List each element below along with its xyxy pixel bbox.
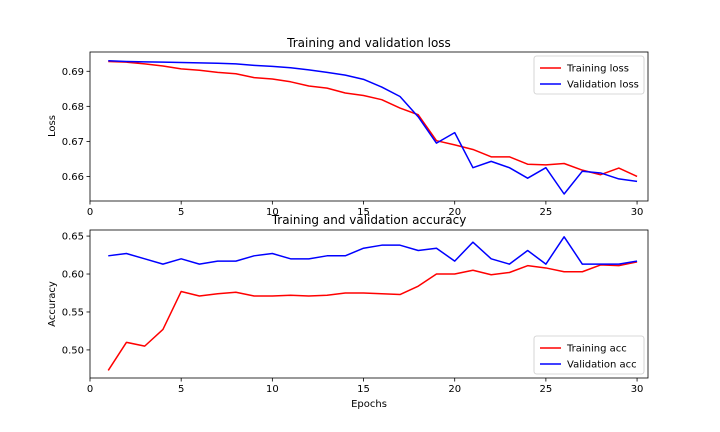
accuracy-chart-title: Training and validation accuracy (271, 213, 467, 227)
loss-panel: Loss 0 5 10 15 20 25 30 0.66 0.67 0.68 0.69 Trainin… (47, 36, 649, 218)
accuracy-x-tick-label: 5 (178, 384, 184, 395)
loss-y-tick-label: 0.68 (62, 102, 84, 113)
loss-y-tick-label: 0.69 (62, 67, 84, 78)
accuracy-x-axis-label: Epochs (351, 399, 387, 410)
loss-y-tick-label: 0.66 (62, 172, 84, 183)
accuracy-series-line-validation (108, 236, 638, 265)
accuracy-x-tick-label: 25 (540, 384, 553, 395)
accuracy-legend-label: Training acc (566, 344, 627, 355)
accuracy-y-tick-label: 0.50 (62, 345, 84, 356)
accuracy-x-tick-label: 15 (357, 384, 370, 395)
loss-x-tick-label: 25 (540, 207, 553, 218)
accuracy-legend-frame (533, 335, 645, 375)
accuracy-legend: Training acc Validation acc (533, 335, 645, 375)
accuracy-x-tick-label: 20 (448, 384, 461, 395)
loss-legend-label: Training loss (566, 64, 629, 75)
loss-legend-label: Validation loss (567, 80, 639, 91)
accuracy-x-tick-label: 30 (631, 384, 644, 395)
loss-chart-title: Training and validation loss (286, 36, 451, 50)
loss-x-tick-label: 5 (178, 207, 184, 218)
loss-series-line-training (108, 60, 638, 178)
loss-x-tick-label: 30 (631, 207, 644, 218)
loss-x-tick-label: 20 (448, 207, 461, 218)
loss-legend-frame (533, 55, 645, 95)
accuracy-y-axis-label: Accuracy (47, 281, 58, 327)
loss-y-tick-label: 0.67 (62, 137, 84, 148)
accuracy-y-tick-label: 0.55 (62, 307, 84, 318)
loss-series-line-validation (108, 60, 638, 195)
loss-x-tick-label: 0 (87, 207, 93, 218)
loss-legend: Training loss Validation loss (533, 55, 645, 95)
accuracy-legend-label: Validation acc (567, 360, 637, 371)
accuracy-panel: Accuracy Epochs 0 5 10 15 20 25 30 0.50 0.55 0.60… (47, 213, 649, 410)
loss-y-axis-label: Loss (47, 115, 58, 137)
accuracy-y-tick-label: 0.65 (62, 232, 84, 243)
accuracy-x-tick-label: 10 (266, 384, 279, 395)
loss-x-tick-label: 10 (266, 207, 279, 218)
accuracy-x-tick-label: 0 (87, 384, 93, 395)
loss-x-tick-label: 15 (357, 207, 370, 218)
accuracy-y-tick-label: 0.60 (62, 270, 84, 281)
accuracy-series-line-training (107, 261, 638, 371)
